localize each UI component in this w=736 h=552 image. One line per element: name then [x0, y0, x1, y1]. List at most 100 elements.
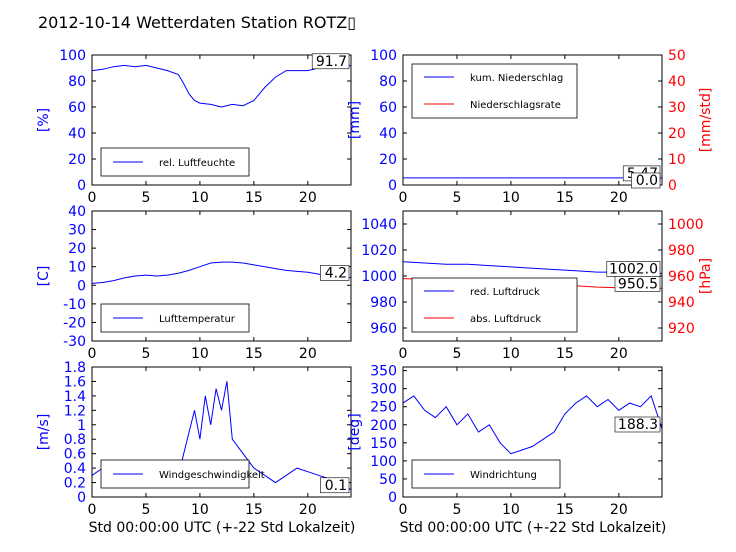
plot-frame	[91, 210, 352, 342]
y-tick-label: 250	[370, 400, 397, 416]
x-tick-label: 20	[610, 190, 628, 206]
y-right-tick-label: 920	[668, 321, 695, 337]
subplot-6: 0 5 10 15 20050100150200250300350[deg]Windri…	[347, 364, 663, 518]
y-tick-label: 40	[379, 126, 397, 142]
series-line-1	[91, 64, 352, 108]
y-tick-label: 50	[379, 472, 397, 488]
y-tick-label: 60	[68, 100, 86, 116]
y-right-axis-label: [hPa]	[698, 258, 714, 294]
legend-box	[411, 277, 578, 333]
y-right-tick-label: 10	[668, 152, 686, 168]
y-tick-label: -10	[63, 297, 86, 313]
x-tick-label: 5	[452, 502, 461, 518]
legend-box	[411, 63, 578, 119]
y-tick-label: 0	[388, 178, 397, 194]
x-tick-label: 0	[88, 502, 97, 518]
subplot-2: 0 5 10 15 20 0 20 40 60 80 100 0 10 20 30 40 50 [mm] [mm/s…	[347, 48, 714, 206]
legend-label: Lufttemperatur	[159, 314, 236, 325]
plot-frame	[91, 366, 352, 498]
y-tick-label: 0	[77, 490, 86, 506]
last-value-label: 188.3	[618, 417, 658, 433]
y-tick-label: 0	[77, 178, 86, 194]
y-tick-label: 980	[370, 295, 397, 311]
y-tick-label: 1020	[361, 243, 397, 259]
y-tick-label: 200	[370, 418, 397, 434]
y-right-tick-label: 40	[668, 74, 686, 90]
legend-label: Windrichtung	[470, 470, 537, 481]
y-tick-label: 1000	[361, 269, 397, 285]
x-tick-label: 15	[556, 190, 574, 206]
y-right-tick-label: 960	[668, 269, 695, 285]
x-axis-label-right: Std 00:00:00 UTC (+-22 Std Lokalzeit)	[400, 520, 667, 536]
y-axis-label: [mm]	[347, 101, 363, 139]
last-value-label: 1002.0	[609, 261, 658, 277]
series-line-1	[91, 261, 352, 284]
y-right-tick-label: 940	[668, 295, 695, 311]
x-tick-label: 15	[245, 190, 263, 206]
y-tick-label: 60	[379, 100, 397, 116]
y-tick-label: 40	[68, 126, 86, 142]
y-tick-label: 300	[370, 382, 397, 398]
y-tick-label: 350	[370, 364, 397, 380]
y-tick-label: 20	[68, 241, 86, 257]
y-tick-label: 960	[370, 321, 397, 337]
y-right-tick-label: 1000	[668, 217, 704, 233]
y-tick-label: 150	[370, 436, 397, 452]
last-value-label: 4.2	[325, 265, 347, 281]
x-tick-label: 10	[191, 346, 209, 362]
y-tick-label: 1.6	[64, 374, 86, 390]
subplot-5: 0 5 10 15 20 00.20.40.60.811.21.41.61.8 [m/s] W…	[36, 360, 352, 518]
plot-frame	[91, 54, 352, 186]
x-tick-label: 20	[610, 346, 628, 362]
legend-label: rel. Luftfeuchte	[159, 158, 235, 169]
x-tick-label: 5	[452, 346, 461, 362]
figure-title: 2012-10-14 Wetterdaten Station ROTZ▯	[38, 13, 356, 32]
plot-frame	[402, 54, 663, 186]
y-tick-label: 100	[370, 454, 397, 470]
y-axis-label: [m/s]	[36, 414, 52, 451]
y-axis-label: [%]	[36, 108, 52, 132]
subplot-3: 0 5 10 15 20 -30 -20 -10 0 10 20 30 40 [C] Lufttempera…	[36, 204, 352, 362]
x-tick-label: 10	[502, 190, 520, 206]
subplot-1: 0 5 10 15 20 0 20 40 60 80 100 [%] rel. Luftfeuchte 9…	[36, 48, 352, 206]
y-tick-label: 30	[68, 223, 86, 239]
y-tick-label: 100	[59, 48, 86, 64]
last-value-box	[614, 416, 661, 433]
x-tick-label: 0	[399, 190, 408, 206]
last-value-label: 91.7	[316, 54, 347, 70]
last-value-label: 950.5	[618, 276, 658, 292]
y-tick-label: 20	[68, 152, 86, 168]
y-tick-label: 10	[68, 260, 86, 276]
y-right-tick-label: 20	[668, 126, 686, 142]
x-tick-label: 20	[299, 502, 317, 518]
x-tick-label: 15	[556, 346, 574, 362]
y-tick-label: 0.6	[64, 447, 86, 463]
x-axis-label-left: Std 00:00:00 UTC (+-22 Std Lokalzeit)	[89, 520, 356, 536]
last-value-box	[631, 172, 661, 189]
legend-box	[411, 459, 561, 489]
x-tick-label: 10	[191, 502, 209, 518]
y-tick-label: 0	[388, 490, 397, 506]
y-tick-label: -30	[63, 334, 86, 350]
y-tick-label: 80	[379, 74, 397, 90]
x-tick-label: 20	[610, 502, 628, 518]
series-line-1	[402, 394, 663, 455]
y-axis-label: [deg]	[347, 413, 363, 450]
y-tick-label: 1	[77, 418, 86, 434]
x-tick-label: 5	[141, 346, 150, 362]
x-tick-label: 5	[141, 190, 150, 206]
y-tick-label: -20	[63, 315, 86, 331]
y-tick-label: 1.8	[64, 360, 86, 376]
legend-label: Windgeschwindigkeit	[159, 470, 265, 481]
y-tick-label: 1.2	[64, 403, 86, 419]
last-value-box	[320, 477, 350, 494]
y-right-tick-label: 980	[668, 243, 695, 259]
last-value-box	[311, 53, 350, 70]
x-tick-label: 10	[502, 346, 520, 362]
y-tick-label: 0.4	[64, 461, 86, 477]
x-tick-label: 15	[245, 346, 263, 362]
y-right-tick-label: 50	[668, 48, 686, 64]
x-tick-label: 0	[88, 190, 97, 206]
y-tick-label: 80	[68, 74, 86, 90]
